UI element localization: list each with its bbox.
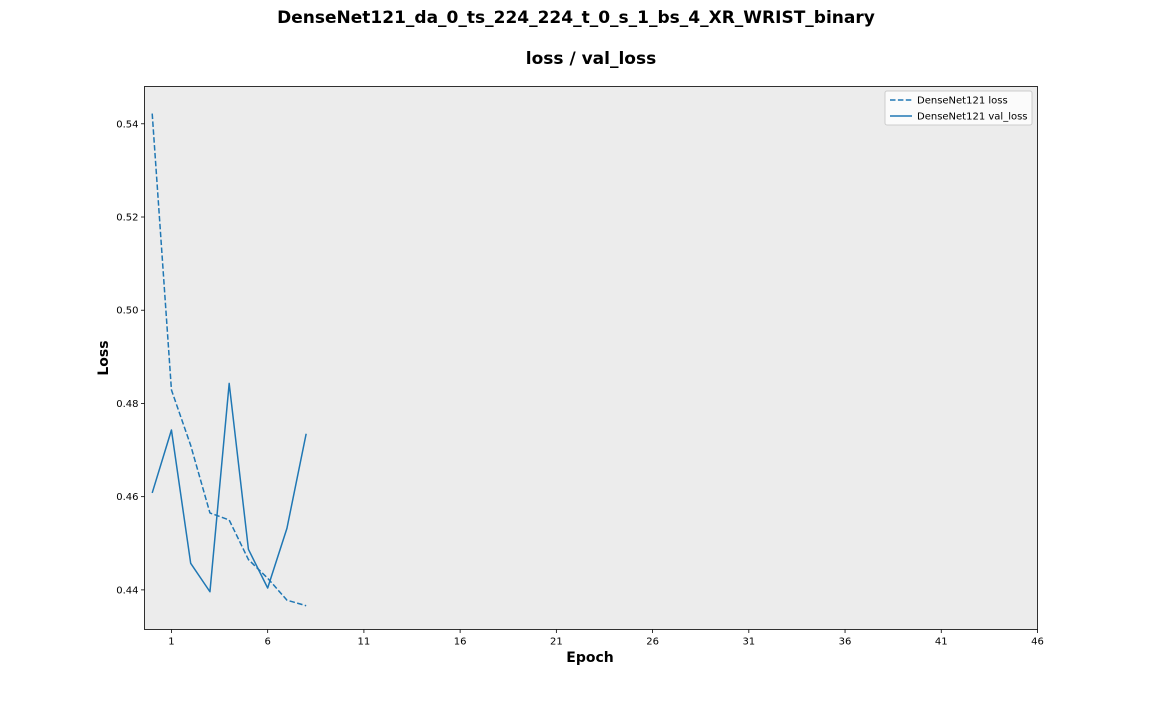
legend-label-loss: DenseNet121 loss	[917, 96, 1008, 107]
plot-area	[144, 86, 1038, 630]
y-tick-label: 0.48	[116, 399, 138, 410]
figure-suptitle: DenseNet121_da_0_ts_224_224_t_0_s_1_bs_4…	[277, 8, 875, 28]
x-tick-label: 21	[550, 637, 563, 648]
x-tick-label: 36	[839, 637, 852, 648]
x-tick-label: 1	[168, 637, 174, 648]
y-tick-label: 0.50	[116, 306, 138, 317]
y-tick-label: 0.46	[116, 492, 138, 503]
x-tick-label: 31	[742, 637, 755, 648]
series-line-val-loss	[151, 382, 307, 593]
x-tick-label: 11	[358, 637, 371, 648]
y-tick-label: 0.44	[116, 585, 138, 596]
x-tick-label: 6	[264, 637, 270, 648]
plot-frame	[144, 86, 1038, 630]
y-tick-label: 0.54	[116, 119, 138, 130]
x-axis: 1 6 11 16 21 26 31 36 41 46	[168, 629, 1044, 648]
y-axis-label: Loss	[96, 340, 112, 375]
x-axis-label: Epoch	[566, 650, 613, 666]
legend-box	[884, 90, 1033, 126]
legend: DenseNet121 loss DenseNet121 val_loss	[884, 90, 1033, 126]
y-tick-label: 0.52	[116, 213, 138, 224]
x-tick-label: 26	[646, 637, 659, 648]
series-line-loss	[151, 113, 307, 607]
chart-title: loss / val_loss	[525, 49, 657, 69]
x-tick-label: 46	[1031, 637, 1044, 648]
x-tick-label: 16	[454, 637, 467, 648]
y-axis: 0.44 0.46 0.48 0.50 0.52 0.54	[116, 119, 145, 596]
x-tick-label: 41	[935, 637, 948, 648]
series-layer	[151, 113, 307, 607]
legend-label-val-loss: DenseNet121 val_loss	[917, 112, 1028, 123]
